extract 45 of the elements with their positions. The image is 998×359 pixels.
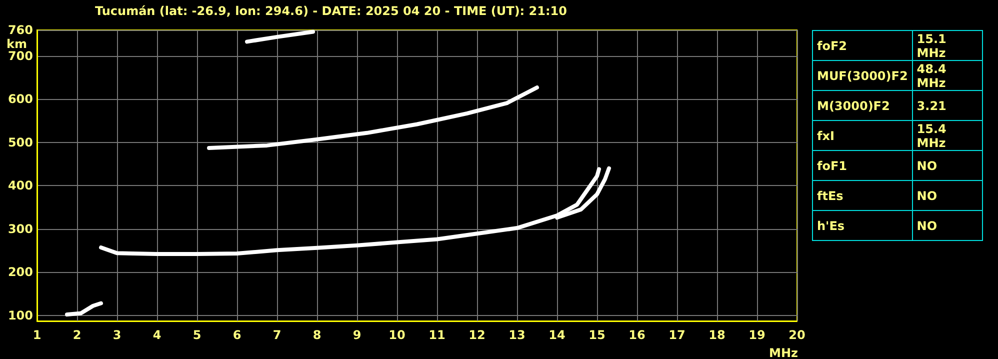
y-tick-label: 760	[8, 23, 33, 37]
y-tick-label: 500	[8, 135, 33, 150]
chart-title: Tucumán (lat: -26.9, lon: 294.6) - DATE: 2025 04 20 - TIME (UT): 21:10	[95, 4, 567, 18]
category-label: ftEs	[812, 180, 912, 210]
x-tick-label: 8	[312, 328, 322, 342]
x-tick-label: 4	[152, 328, 162, 342]
y-tick-label: 600	[8, 92, 33, 106]
category-label: foF1	[812, 150, 912, 180]
x-tick-label: 15	[588, 328, 606, 342]
x-tick-label: 7	[272, 328, 282, 342]
x-tick-label: 10	[388, 328, 406, 342]
x-tick-label: 3	[112, 328, 122, 342]
y-tick-label: 300	[8, 222, 33, 236]
x-tick-label: 12	[468, 328, 486, 342]
text: 15.4 MHz	[916, 122, 946, 150]
x-tick-label: 5	[192, 328, 202, 342]
text: 3.21	[916, 98, 946, 112]
y-tick-label: 100	[8, 308, 33, 322]
y-axis-title: km	[6, 37, 27, 52]
category-label: h'Es	[812, 210, 912, 240]
x-tick-label: 18	[708, 328, 726, 342]
x-tick-label: 6	[232, 328, 242, 342]
category-label: MUF(3000)F2	[812, 60, 912, 90]
category-label: foF2	[812, 30, 912, 60]
y-tick-label: 400	[8, 178, 33, 193]
x-tick-label: 9	[352, 328, 362, 342]
x-tick-label: 2	[72, 328, 82, 342]
x-tick-label: 11	[428, 328, 446, 342]
x-axis-title: MHz	[769, 346, 798, 359]
x-tick-label: 17	[668, 328, 686, 342]
text: NO	[916, 158, 938, 172]
text: 48.4 MHz	[916, 62, 946, 90]
category-label: M(3000)F2	[812, 90, 912, 120]
y-tick-label: 700	[8, 48, 33, 63]
x-tick-label: 20	[788, 328, 806, 342]
x-tick-label: 13	[508, 328, 526, 342]
category-label: fxI	[812, 120, 912, 150]
text: NO	[916, 218, 938, 232]
y-tick-label: 200	[8, 265, 33, 280]
x-tick-label: 16	[628, 328, 646, 342]
x-tick-label: 19	[748, 328, 766, 342]
x-tick-label: 1	[32, 328, 42, 342]
text: 15.1 MHz	[916, 32, 946, 60]
text: NO	[916, 188, 938, 202]
x-tick-label: 14	[548, 328, 566, 342]
